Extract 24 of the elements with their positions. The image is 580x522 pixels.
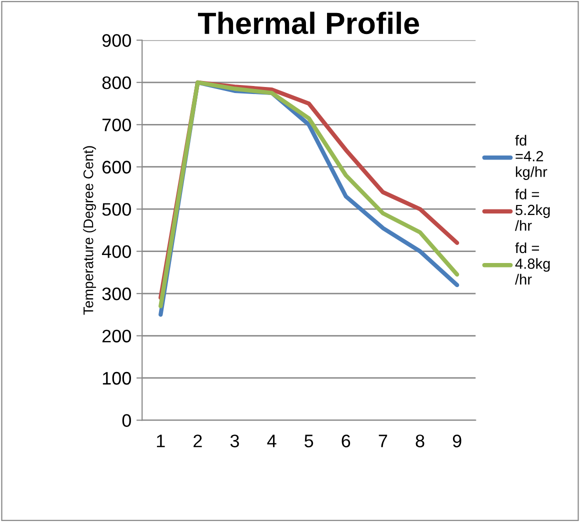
y-axis-title: Temperature (Degree Cent) — [83, 146, 96, 315]
x-tick-label: 6 — [342, 434, 350, 448]
y-tick-label: 600 — [102, 160, 131, 174]
x-tick-label: 7 — [378, 434, 388, 448]
y-tick-label: 200 — [102, 330, 131, 342]
legend-label: fd = 4.8kg /hr — [514, 242, 550, 285]
y-tick-label: 900 — [102, 34, 131, 47]
y-tick-label: 500 — [102, 203, 131, 216]
legend-label: fd =4.2 kg/hr — [515, 134, 548, 180]
y-tick-label: 400 — [102, 245, 131, 258]
x-tick-label: 9 — [452, 434, 462, 448]
x-tick-label: 1 — [156, 434, 165, 448]
y-tick-label: 700 — [102, 118, 131, 132]
chart-title: Thermal Profile — [198, 12, 420, 34]
legend-label: fd = 5.2kg /hr — [514, 188, 550, 231]
x-tick-label: 4 — [267, 434, 276, 448]
x-tick-label: 2 — [194, 434, 202, 448]
x-tick-label: 8 — [416, 434, 424, 448]
x-tick-label: 3 — [230, 434, 239, 448]
y-tick-label: 300 — [102, 287, 131, 300]
y-tick-label: 800 — [102, 76, 131, 90]
y-tick-label: 0 — [122, 414, 131, 427]
x-tick-label: 5 — [304, 434, 314, 448]
y-tick-label: 100 — [102, 372, 131, 385]
